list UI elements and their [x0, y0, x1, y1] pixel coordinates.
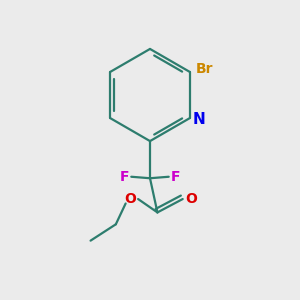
Text: O: O — [125, 192, 136, 206]
Text: F: F — [170, 170, 180, 184]
Text: F: F — [120, 170, 130, 184]
Text: O: O — [186, 192, 197, 206]
Text: N: N — [193, 112, 206, 127]
Text: Br: Br — [195, 62, 213, 76]
